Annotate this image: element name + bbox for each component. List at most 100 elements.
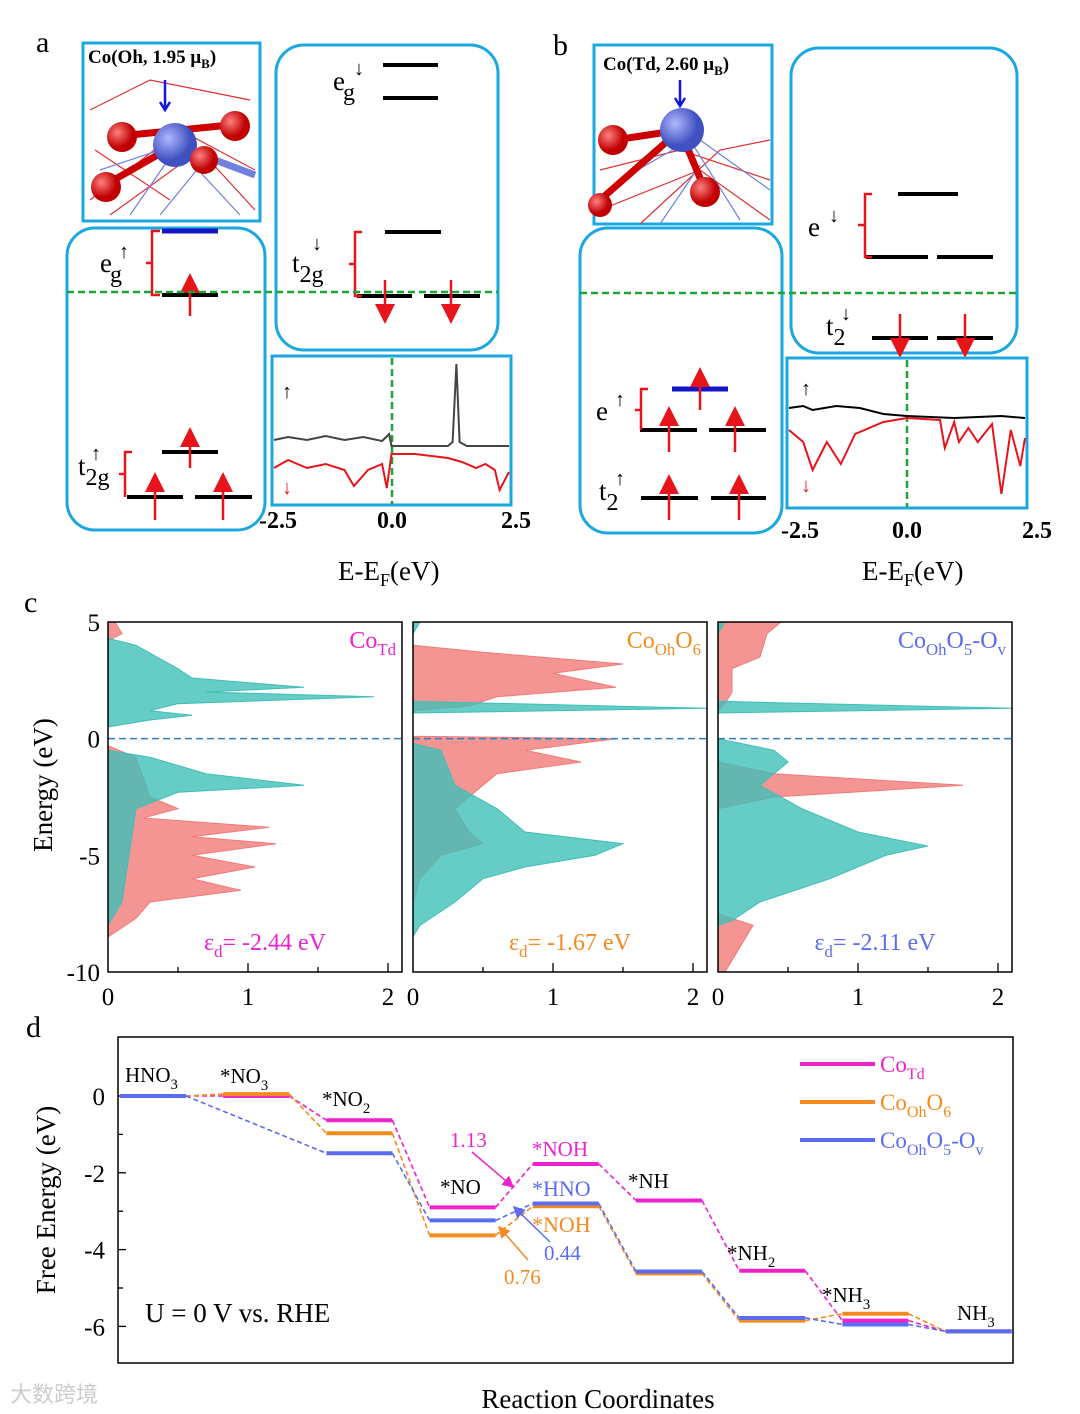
spin-up-dos-line xyxy=(273,363,509,447)
d-band-center-label: εd= -2.44 eV xyxy=(204,930,327,961)
step-label: *NH3 xyxy=(822,1283,870,1313)
eg-up-label: eg xyxy=(100,248,122,288)
c-xtick-label: 2 xyxy=(687,984,700,1011)
spin-up-marker: ↑ xyxy=(119,241,129,263)
inset-a-xlabel: E-EF(eV) xyxy=(338,556,439,590)
connector xyxy=(804,1270,844,1322)
inset-a-curves xyxy=(273,363,510,493)
e-up-label: e xyxy=(596,396,608,426)
d-ytick-label: -6 xyxy=(84,1314,105,1341)
connector xyxy=(495,1202,534,1222)
spin-down-marker: ↓ xyxy=(801,475,811,497)
barrier-label-cotd: 1.13 xyxy=(450,1128,487,1152)
connector xyxy=(805,1312,843,1322)
spin-up-marker: ↑ xyxy=(91,443,101,465)
connector xyxy=(288,1093,327,1134)
connector xyxy=(701,1272,740,1322)
eg-down-label: eg xyxy=(333,66,355,106)
dos-panel-title: CoTd xyxy=(349,628,396,659)
connector xyxy=(185,1093,224,1097)
connector xyxy=(701,1200,740,1272)
spin-down-dos-line xyxy=(273,453,510,493)
c-xtick-label: 0 xyxy=(102,984,115,1011)
step-label: *NOH xyxy=(532,1137,588,1161)
structure-label-oh: Co(Oh, 1.95 μB) xyxy=(88,47,216,71)
dos-panel-frame xyxy=(107,621,403,973)
structure-label-td: Co(Td, 2.60 μB) xyxy=(603,54,729,78)
tick-label: 0.0 xyxy=(892,518,922,544)
step-label: *NH xyxy=(628,1169,669,1193)
connector xyxy=(908,1319,946,1333)
step-label-hno: *HNO xyxy=(532,1176,591,1201)
spin-down-marker: ↓ xyxy=(841,303,851,325)
c-xtick-label: 0 xyxy=(407,984,420,1011)
c-xtick-label: 1 xyxy=(242,984,255,1011)
c-xtick-label: 1 xyxy=(547,984,560,1011)
connector xyxy=(908,1323,946,1333)
spin-down-levels-box xyxy=(274,43,500,352)
c-ylabel: Energy (eV) xyxy=(28,718,58,852)
spin-up-marker: ↑ xyxy=(615,389,625,411)
inset-b-xlabel: E-EF(eV) xyxy=(862,556,963,590)
step-label: HNO3 xyxy=(125,1063,178,1093)
free-energy-diagram: 0 -2 -4 -6 CoTd CoOhO6 CoOhO5-Ov HNO3 *NO3 *NO2 *N… xyxy=(84,1052,1012,1341)
watermark: 大数跨境 xyxy=(10,1383,98,1408)
connector xyxy=(598,1203,637,1272)
dos-inset-b xyxy=(785,356,1029,510)
spin-up-marker: ↑ xyxy=(801,378,811,400)
bracket xyxy=(146,229,160,297)
step-label: NH3 xyxy=(957,1301,995,1331)
panel-letter-c: c xyxy=(24,586,37,619)
c-ytick-label: 5 xyxy=(88,610,101,637)
connector xyxy=(598,1205,637,1274)
condition-label: U = 0 V vs. RHE xyxy=(145,1298,330,1328)
dos-panel-frame xyxy=(412,621,708,973)
barrier-label-coohO6: 0.76 xyxy=(504,1265,541,1289)
d-xlabel: Reaction Coordinates xyxy=(481,1384,714,1414)
spin-down-marker: ↓ xyxy=(829,205,839,227)
t2g-up-label: t2g xyxy=(78,451,110,491)
t2-up-label: t2 xyxy=(599,476,619,516)
connector xyxy=(391,1132,431,1236)
dos-inset-a xyxy=(270,354,513,507)
connector xyxy=(288,1095,327,1121)
connector xyxy=(805,1317,843,1326)
c-ytick-label: -5 xyxy=(79,843,100,870)
tick-label: 2.5 xyxy=(501,508,531,534)
legend-label: CoOhO5-Ov xyxy=(880,1128,984,1159)
panel-letter-b: b xyxy=(553,29,568,62)
spin-down-marker: ↓ xyxy=(312,233,322,255)
d-ytick-label: 0 xyxy=(93,1084,106,1111)
panel-a: a Co(Oh, 1.95 μB) eg ↑ t2g ↑ xyxy=(36,26,531,590)
connector xyxy=(185,1095,327,1154)
tick-label: 2.5 xyxy=(1022,518,1052,544)
d-band-center-label: εd= -1.67 eV xyxy=(509,930,632,961)
spin-up-marker: ↑ xyxy=(282,381,292,403)
panel-b: b Co(Td, 2.60 μB) e ↓ t2 ↓ xyxy=(553,29,1052,590)
structure-image-oh xyxy=(81,41,262,223)
panel-d: d Free Energy (eV) Reaction Coordinates … xyxy=(26,1011,1014,1414)
dos-panel-frame xyxy=(717,621,1013,973)
d-plot-frame xyxy=(117,1036,1014,1364)
connector xyxy=(598,1163,637,1202)
structure-image-td xyxy=(588,43,774,226)
spin-up-marker: ↑ xyxy=(615,468,625,490)
d-band-center-label: εd= -2.11 eV xyxy=(814,930,936,961)
tick-label: -2.5 xyxy=(259,508,297,534)
legend-label: CoTd xyxy=(880,1052,925,1083)
dos-panel-title: CoOhO5-Ov xyxy=(898,628,1007,659)
connector xyxy=(908,1313,946,1333)
panel-letter-a: a xyxy=(36,26,49,59)
dos-panel-3: 0 1 2 CoOhO5-Ov εd= -2.11 eV xyxy=(712,621,1013,1011)
c-ytick-label: 0 xyxy=(88,727,101,754)
t2g-down-label: t2g xyxy=(292,248,324,288)
tick-label: 0.0 xyxy=(377,508,407,534)
spin-down-marker: ↓ xyxy=(282,477,292,499)
spin-down-levels-box xyxy=(789,46,1019,355)
c-ytick-label: -10 xyxy=(67,960,100,987)
panel-letter-d: d xyxy=(26,1011,41,1044)
dos-panel-2: 0 1 2 CoOhO6 εd= -1.67 eV xyxy=(407,621,708,1011)
